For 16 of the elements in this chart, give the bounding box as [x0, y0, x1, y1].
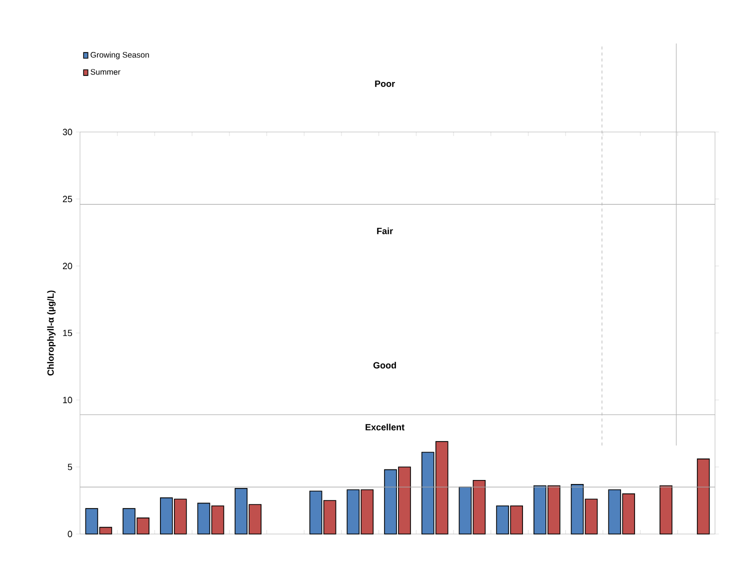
y-tick-label: 5	[68, 464, 72, 470]
y-tick-label: 0	[68, 530, 72, 538]
y-axis-title: Chlorophyll-α (µg/L)	[47, 290, 56, 376]
y-tick-label: 20	[62, 262, 72, 270]
annotation: Good	[373, 362, 396, 368]
y-tick-label: 25	[62, 196, 72, 202]
annotation: Fair	[377, 228, 393, 234]
y-tick-label: 15	[63, 330, 72, 336]
annotation: Excellent	[366, 424, 404, 430]
y-tick-label: 10	[63, 396, 72, 404]
legend-label: Summer	[90, 69, 120, 75]
text: Poor	[375, 80, 395, 87]
legend-label: Growing Season	[90, 52, 149, 60]
bar	[696, 458, 710, 534]
bar	[660, 485, 672, 534]
y-tick-label: 30	[62, 128, 72, 136]
